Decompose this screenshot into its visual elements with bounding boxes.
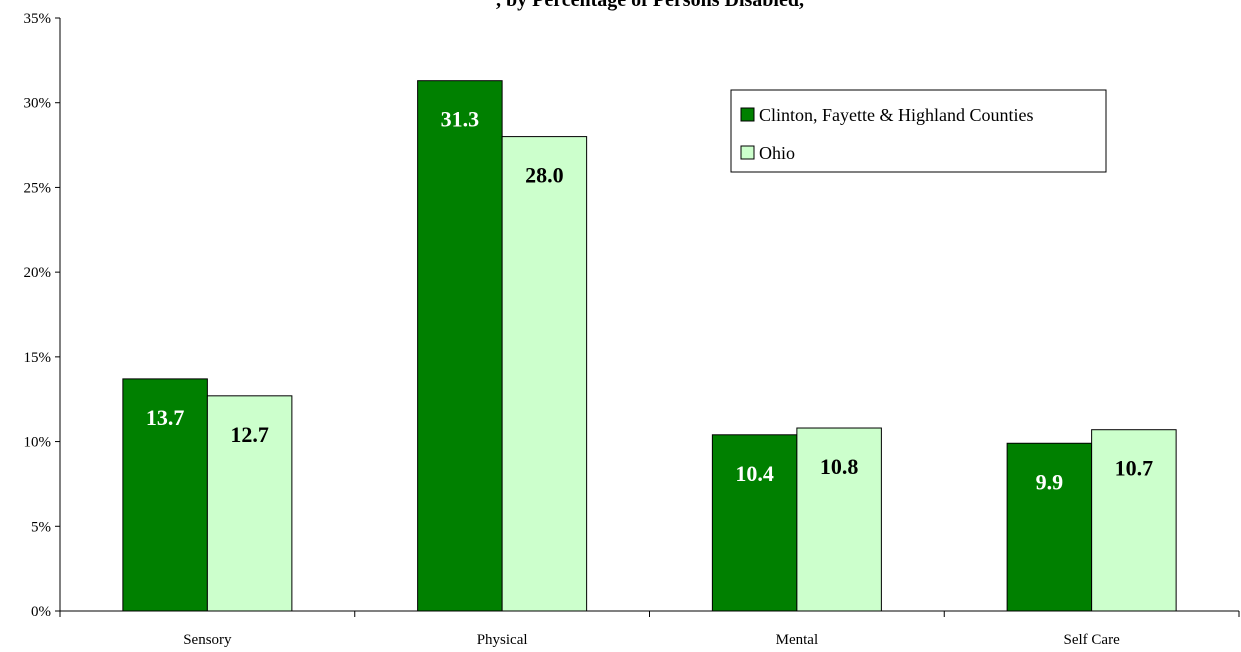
bar	[1006, 442, 1093, 612]
bar-value-label: 10.7	[1115, 456, 1154, 481]
y-tick-label: 25%	[24, 180, 52, 196]
legend-swatch	[740, 107, 755, 122]
chart-title: , by Percentage of Persons Disabled,	[496, 0, 804, 11]
x-category-label: Mental	[776, 632, 819, 648]
y-tick-label: 15%	[24, 350, 52, 366]
y-tick-label: 5%	[31, 519, 51, 535]
bar	[711, 434, 798, 612]
x-category-label: Sensory	[183, 632, 232, 648]
y-tick-label: 10%	[24, 435, 52, 451]
legend-box	[730, 89, 1107, 173]
bar-value-label: 13.7	[146, 405, 185, 430]
y-axis: 0% 5% 10% 15% 20% 25% 30% 35%	[24, 11, 61, 620]
bar-value-label: 31.3	[441, 107, 480, 132]
bar	[122, 378, 208, 612]
bar	[1091, 429, 1177, 612]
x-category-label: Physical	[477, 632, 528, 648]
x-category-label: Self Care	[1064, 632, 1121, 648]
x-axis: Sensory Physical Mental Self Care	[59, 610, 1240, 648]
bar-value-label: 10.8	[820, 454, 859, 479]
y-tick-label: 20%	[24, 265, 52, 281]
bar-value-label: 10.4	[735, 461, 774, 486]
bar-value-label: 9.9	[1036, 469, 1064, 494]
bar	[206, 395, 293, 612]
bar	[417, 80, 503, 612]
y-tick-label: 30%	[24, 96, 52, 112]
y-tick-label: 35%	[24, 11, 52, 27]
bar-value-label: 28.0	[525, 163, 564, 188]
bars-group: 13.7 31.3 10.4 9.9 12.7 28.0 10.8 10.7	[122, 80, 1177, 612]
legend: Clinton, Fayette & Highland Counties Ohio	[730, 89, 1107, 173]
legend-label: Ohio	[759, 143, 795, 163]
legend-swatch	[740, 145, 755, 160]
bar-value-label: 12.7	[230, 422, 269, 447]
y-tick-label: 0%	[31, 604, 51, 620]
bar	[501, 136, 588, 612]
legend-label: Clinton, Fayette & Highland Counties	[759, 105, 1033, 125]
bar	[796, 427, 882, 612]
